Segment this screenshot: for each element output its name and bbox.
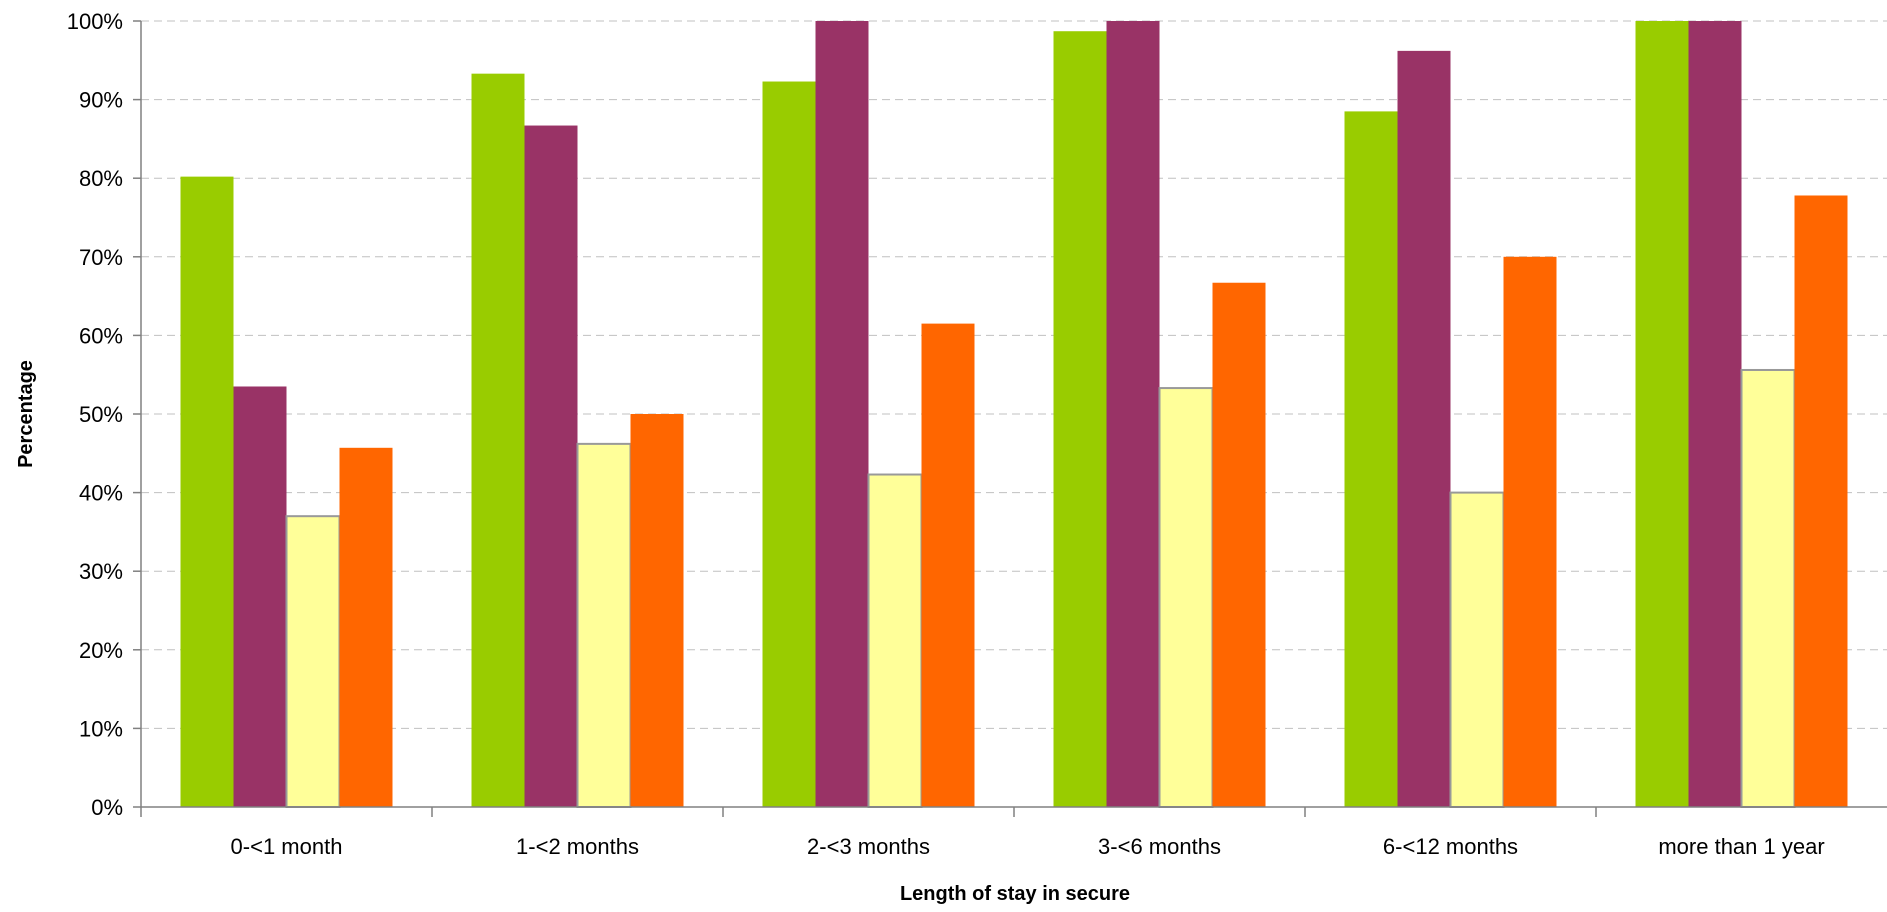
axes [133,20,1887,817]
bar [180,176,234,808]
y-tick-label: 20% [79,638,123,663]
y-tick-label: 30% [79,559,123,584]
x-tick-label: 0-<1 month [231,834,343,859]
gridlines [141,20,1887,729]
bar [1344,111,1398,807]
y-tick-label: 100% [67,9,123,34]
y-tick-label: 90% [79,88,123,113]
bar [576,442,632,808]
bar [524,125,578,807]
y-tick-label: 60% [79,323,123,348]
bar [630,414,684,807]
y-tick-label: 80% [79,166,123,191]
y-tick-label: 50% [79,402,123,427]
y-tick-label: 10% [79,716,123,741]
bar [1794,195,1848,807]
x-tick-label: 2-<3 months [807,834,930,859]
bar [1635,21,1689,807]
bar [1449,491,1505,808]
bar [1158,387,1214,808]
bars [180,21,1848,808]
bar [1053,31,1107,807]
bar [1503,256,1557,807]
x-tick-label: 1-<2 months [516,834,639,859]
bar [921,323,975,807]
bar [815,21,869,807]
y-axis-title: Percentage [15,360,37,468]
bar [339,447,393,807]
bar [1212,282,1266,807]
bar [285,515,341,808]
bar [1106,21,1160,807]
x-axis-title: Length of stay in secure [900,883,1130,905]
bar [233,386,287,807]
x-tick-label: 3-<6 months [1098,834,1221,859]
x-tick-label: 6-<12 months [1383,834,1518,859]
bar [762,81,816,808]
bar [1397,50,1451,808]
bar [471,73,525,808]
y-tick-label: 0% [91,795,123,820]
bar [1688,21,1742,807]
bar [867,473,923,808]
y-tick-label: 70% [79,245,123,270]
x-tick-label: more than 1 year [1658,834,1824,859]
y-tick-label: 40% [79,481,123,506]
tick-labels: 0% 10% 20% 30% 40% 50% 60% 70% 80% 90% 100% 0-<1 mo… [67,9,1825,859]
bar [1740,368,1796,808]
